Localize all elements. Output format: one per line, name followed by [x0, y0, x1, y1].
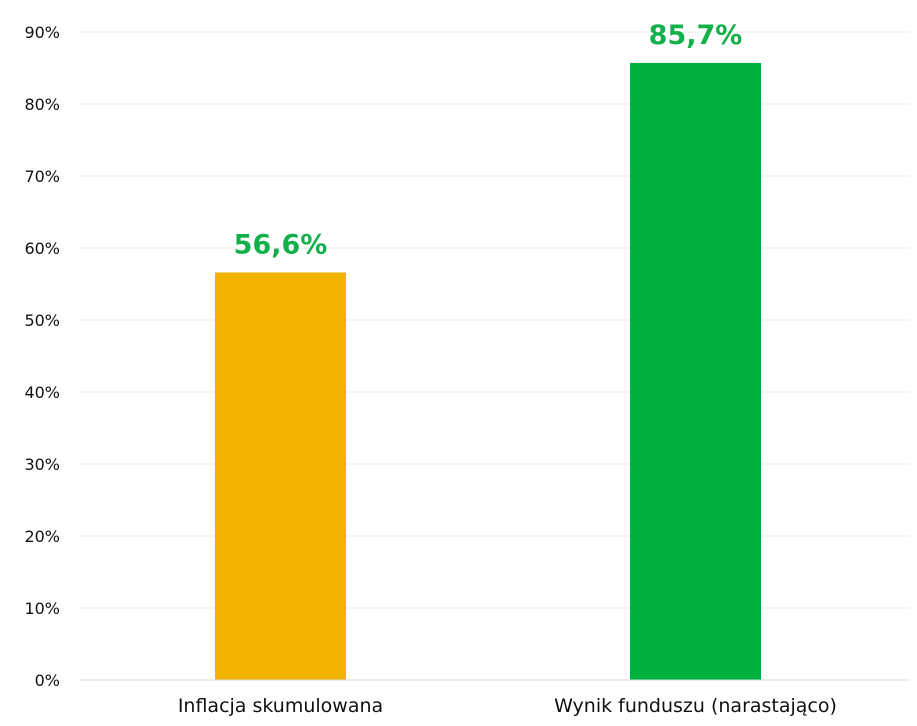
y-tick-label: 50%	[24, 311, 60, 330]
y-tick-label: 90%	[24, 23, 60, 42]
y-tick-label: 0%	[35, 671, 60, 690]
data-label-2: 85,7%	[649, 20, 743, 51]
x-category-label-2: Wynik funduszu (narastająco)	[554, 695, 837, 717]
bars	[215, 62, 761, 680]
y-tick-label: 40%	[24, 383, 60, 402]
y-tick-label: 80%	[24, 95, 60, 114]
y-axis-tick-labels: 0% 10% 20% 30% 40% 50% 60% 70% 80% 90%	[24, 23, 60, 690]
bar-1	[215, 272, 346, 680]
y-tick-label: 60%	[24, 239, 60, 258]
data-label-1: 56,6%	[234, 229, 328, 260]
gridlines	[80, 31, 910, 609]
y-tick-label: 70%	[24, 167, 60, 186]
data-labels: 56,6% 85,7%	[234, 20, 743, 261]
y-tick-label: 30%	[24, 455, 60, 474]
bar-2	[630, 62, 761, 680]
x-category-label-1: Inflacja skumulowana	[178, 695, 383, 717]
y-tick-label: 20%	[24, 527, 60, 546]
x-axis-category-labels: Inflacja skumulowana Wynik funduszu (nara…	[178, 695, 837, 717]
y-tick-label: 10%	[24, 599, 60, 618]
